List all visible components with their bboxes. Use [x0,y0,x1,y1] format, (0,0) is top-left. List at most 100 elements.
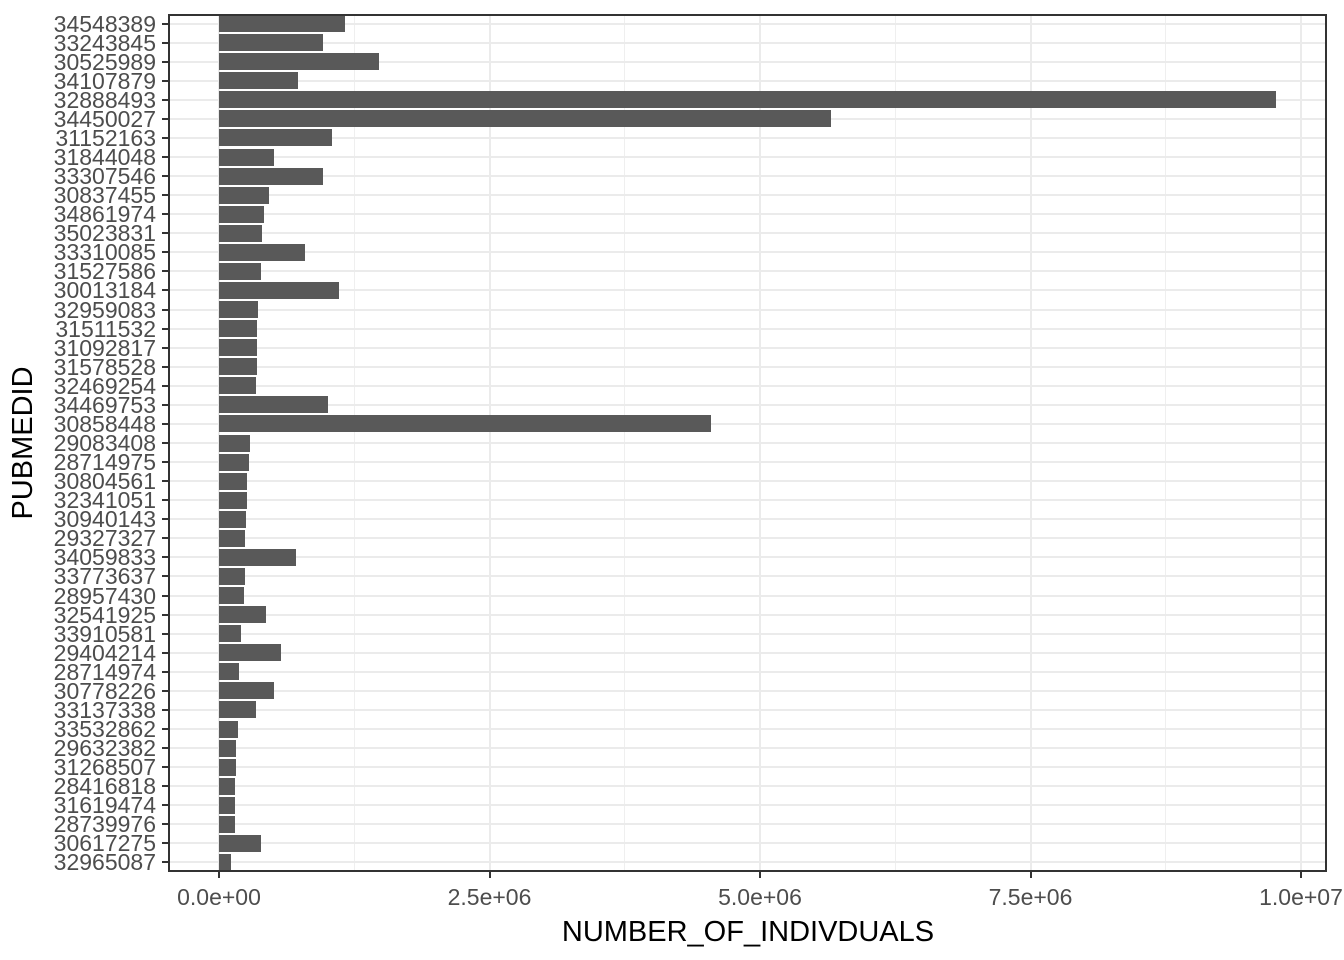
y-tick-mark [162,194,168,197]
y-tick-label: 28739976 [53,811,156,838]
y-tick-label: 32341051 [53,487,156,514]
y-tick-mark [162,575,168,578]
y-major-gridline [170,194,1325,197]
y-tick-label: 34861974 [53,201,156,228]
bar [219,777,235,795]
bar [219,34,323,52]
y-tick-mark [162,556,168,559]
y-major-gridline [170,861,1325,864]
y-tick-label: 28957430 [53,582,156,609]
y-tick-mark [162,442,168,444]
y-tick-label: 30778226 [53,677,156,704]
y-major-gridline [170,403,1325,406]
y-major-gridline [170,41,1325,44]
bar [219,434,251,452]
x-tick-mark [1029,872,1032,878]
y-major-gridline [170,22,1325,25]
bar [219,587,244,605]
y-major-gridline [170,728,1325,730]
y-tick-mark [162,60,168,63]
y-tick-label: 33910581 [53,620,156,647]
y-major-gridline [170,537,1325,540]
y-tick-mark [162,480,168,483]
y-major-gridline [170,632,1325,635]
bar [219,491,247,509]
y-major-gridline [170,289,1325,292]
y-major-gridline [170,613,1325,616]
y-major-gridline [170,651,1325,654]
y-tick-label: 34469753 [53,391,156,418]
y-major-gridline [170,232,1325,235]
y-tick-label: 34450027 [53,105,156,132]
y-tick-mark [162,594,168,597]
bar [219,53,380,71]
y-tick-mark [162,689,168,692]
bar [219,167,324,185]
y-major-gridline [170,175,1325,178]
y-major-gridline [170,823,1325,826]
y-tick-label: 33307546 [53,163,156,190]
bar [219,16,345,33]
y-tick-label: 28416818 [53,773,156,800]
y-major-gridline [170,270,1325,273]
y-tick-label: 29632382 [53,735,156,762]
y-tick-label: 31268507 [53,754,156,781]
y-major-gridline [170,308,1325,311]
y-tick-mark [162,232,168,235]
bar [219,625,241,643]
y-tick-mark [162,117,168,120]
y-tick-label: 31152163 [55,124,156,151]
y-tick-label: 30940143 [53,506,156,533]
bar [219,377,256,395]
y-tick-mark [162,98,168,101]
y-tick-mark [162,327,168,330]
y-tick-label: 30013184 [53,277,156,304]
y-major-gridline [170,518,1325,521]
x-tick-label: 2.5e+06 [447,884,532,910]
bar [219,186,269,204]
bar [219,815,235,833]
bar [219,472,248,490]
y-tick-label: 29083408 [53,430,156,456]
y-major-gridline [170,575,1325,578]
x-tick-mark [488,872,491,878]
y-tick-mark [162,422,168,425]
y-tick-mark [162,270,168,273]
y-tick-mark [162,537,168,540]
y-tick-label: 31619474 [53,792,156,819]
y-major-gridline [170,422,1325,425]
y-major-gridline [170,747,1325,750]
x-tick-label: 0.0e+00 [177,884,261,910]
x-tick-label: 1.0e+07 [1259,884,1343,910]
y-tick-label: 31511532 [55,315,156,342]
x-tick-label: 7.5e+06 [988,884,1073,910]
y-tick-mark [162,518,168,521]
bar [219,453,249,471]
bar [219,739,236,757]
bar [219,129,333,147]
y-major-gridline [170,594,1325,597]
y-tick-label: 30804561 [53,468,156,495]
y-tick-label: 33532862 [53,716,156,742]
y-tick-mark [162,651,168,654]
y-major-gridline [170,766,1325,769]
bar [219,529,245,547]
y-major-gridline [170,708,1325,711]
y-tick-label: 33310085 [53,239,156,266]
y-major-gridline [170,480,1325,483]
bar [219,663,239,681]
bar [219,110,832,128]
bar [219,224,262,242]
y-tick-mark [162,175,168,178]
bar [219,281,340,299]
bar [219,644,281,662]
y-major-gridline [170,499,1325,502]
y-tick-mark [162,728,168,730]
bar [219,796,235,814]
y-tick-label: 31527586 [53,258,156,285]
y-tick-mark [162,346,168,349]
y-tick-mark [162,461,168,464]
bar [219,320,257,338]
y-major-gridline [170,346,1325,349]
